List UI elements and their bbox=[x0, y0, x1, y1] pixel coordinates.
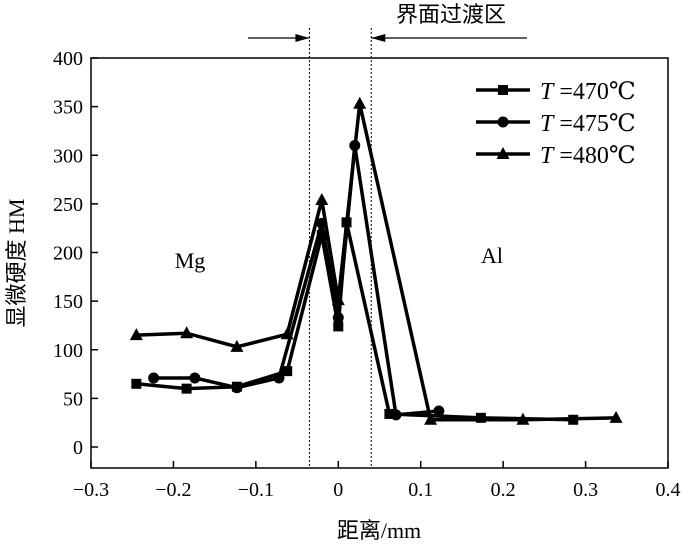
data-point-triangle bbox=[315, 192, 329, 205]
x-axis-label: 距离/mm bbox=[337, 518, 421, 543]
y-tick-label: 250 bbox=[53, 194, 83, 216]
legend-label: T =480℃ bbox=[540, 143, 636, 169]
data-point-triangle bbox=[353, 96, 367, 109]
legend-label: T =475℃ bbox=[540, 111, 636, 137]
data-point-circle bbox=[332, 312, 344, 324]
arrowhead-icon bbox=[295, 34, 310, 42]
data-point-square bbox=[181, 383, 192, 394]
legend: T =470℃ T =475℃ T =480℃ bbox=[476, 79, 636, 169]
x-tick-label: 0.3 bbox=[573, 479, 598, 501]
data-point-square bbox=[333, 321, 344, 332]
data-point-circle bbox=[497, 116, 509, 128]
data-point-square bbox=[475, 412, 486, 423]
data-point-triangle bbox=[609, 410, 623, 423]
y-tick-label: 400 bbox=[53, 48, 83, 70]
plot-frame bbox=[90, 57, 669, 469]
data-point-triangle bbox=[424, 412, 438, 425]
data-point-square bbox=[282, 366, 293, 377]
data-point-triangle bbox=[496, 147, 510, 159]
x-tick-label: −0.2 bbox=[155, 479, 191, 501]
y-tick-label: 100 bbox=[53, 340, 83, 362]
series-triangle bbox=[129, 96, 623, 425]
data-point-circle bbox=[231, 382, 243, 394]
y-tick-label: 350 bbox=[53, 97, 83, 119]
region-label-mg: Mg bbox=[175, 248, 206, 273]
x-tick-label: 0 bbox=[333, 479, 343, 501]
region-label-al: Al bbox=[481, 243, 503, 268]
data-point-circle bbox=[148, 372, 160, 384]
data-point-square bbox=[316, 229, 327, 240]
data-point-square bbox=[498, 85, 508, 95]
data-point-circle bbox=[433, 405, 445, 417]
series-line bbox=[136, 221, 574, 422]
data-point-square bbox=[384, 408, 395, 419]
data-point-circle bbox=[189, 372, 201, 384]
x-tick-label: −0.1 bbox=[238, 479, 274, 501]
zone-label: 界面过渡区 bbox=[396, 2, 506, 27]
data-point-triangle bbox=[280, 327, 294, 340]
y-tick-label: 50 bbox=[63, 388, 83, 410]
x-tick-label: 0.4 bbox=[656, 479, 681, 501]
data-point-triangle bbox=[129, 328, 143, 341]
data-point-triangle bbox=[230, 339, 244, 352]
x-tick-label: 0.1 bbox=[408, 479, 433, 501]
y-tick-label: 300 bbox=[53, 145, 83, 167]
data-point-triangle bbox=[516, 412, 530, 425]
x-tick-label: −0.3 bbox=[73, 479, 109, 501]
y-tick-label: 0 bbox=[73, 437, 83, 459]
data-point-triangle bbox=[331, 293, 345, 306]
y-tick-label: 200 bbox=[53, 243, 83, 265]
data-point-circle bbox=[390, 409, 402, 421]
legend-label: T =470℃ bbox=[540, 79, 636, 105]
x-tick-label: 0.2 bbox=[491, 479, 516, 501]
y-axis-label: 显微硬度 HM bbox=[4, 199, 29, 328]
marks bbox=[129, 96, 623, 425]
arrowhead-icon bbox=[371, 34, 386, 42]
data-point-circle bbox=[273, 372, 285, 384]
y-tick-label: 150 bbox=[53, 291, 83, 313]
data-point-triangle bbox=[180, 326, 194, 339]
series-line bbox=[136, 103, 617, 422]
data-point-square bbox=[131, 378, 142, 389]
axes: −0.3 −0.2 −0.1 0 0.1 0.2 0.3 0.4 0 50 100 150 200 250… bbox=[53, 28, 681, 501]
